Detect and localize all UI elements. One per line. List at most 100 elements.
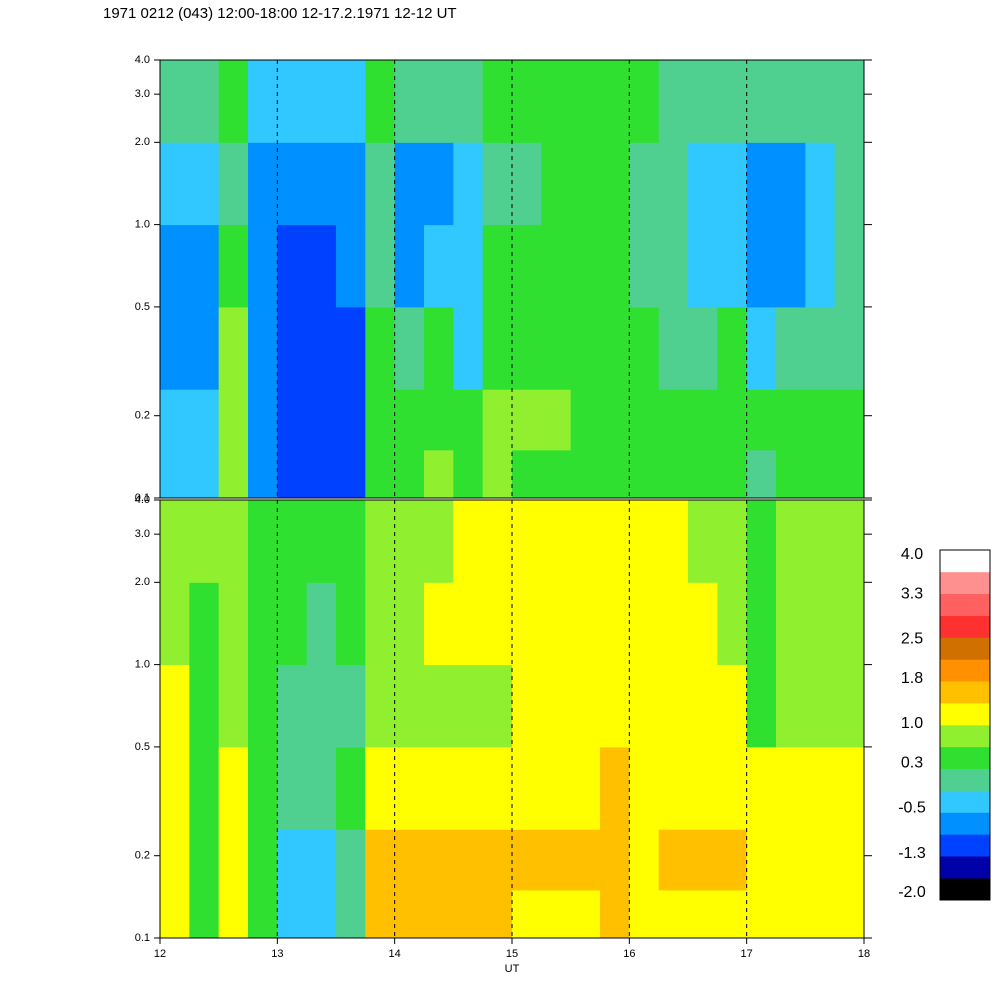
heatmap-cell — [160, 664, 190, 748]
heatmap-cell — [688, 829, 718, 891]
heatmap-cell — [717, 306, 748, 390]
heatmap-cell — [746, 449, 777, 499]
colorbar-frame — [939, 549, 991, 901]
heatmap-cell — [277, 389, 308, 451]
heatmap-cell — [717, 664, 748, 748]
heatmap-cell — [189, 829, 220, 891]
colorbar-band — [940, 593, 990, 616]
heatmap-cell — [600, 889, 630, 939]
colorbar-band — [940, 746, 990, 770]
heatmap-cell — [218, 500, 249, 583]
heatmap-cell — [600, 389, 630, 451]
heatmap-cell — [424, 306, 454, 390]
heatmap-cell — [248, 60, 278, 143]
heatmap-cell — [717, 746, 748, 830]
heatmap-cell — [365, 224, 396, 308]
y-tick-label: 3.0 — [135, 88, 150, 100]
heatmap-cell — [570, 60, 601, 143]
heatmap-cell — [776, 60, 806, 143]
heatmap-cell — [834, 500, 865, 583]
heatmap-cell — [424, 500, 454, 583]
heatmap-cell — [746, 889, 777, 939]
heatmap-cell — [306, 142, 337, 226]
heatmap-cell — [482, 746, 513, 830]
heatmap-cell — [658, 746, 689, 830]
colorbar-tick-label: 0.3 — [901, 755, 923, 772]
heatmap-cell — [277, 224, 308, 308]
heatmap-cell — [629, 306, 660, 390]
heatmap-cell — [688, 889, 718, 939]
colorbar-band — [940, 768, 990, 791]
heatmap-cell — [394, 829, 425, 891]
heatmap-cell — [776, 582, 806, 666]
heatmap-cell — [746, 500, 777, 583]
heatmap-cell — [541, 60, 572, 143]
heatmap-cell — [336, 306, 366, 390]
heatmap-cell — [218, 829, 249, 891]
heatmap-cell — [306, 449, 337, 499]
heatmap-cell — [336, 582, 366, 666]
heatmap-cell — [512, 889, 542, 939]
colorbar-band — [940, 834, 990, 857]
heatmap-cell — [541, 829, 572, 891]
heatmap-cell — [805, 664, 836, 748]
heatmap-cell — [805, 306, 836, 390]
heatmap-cell — [453, 449, 484, 499]
heatmap-cell — [248, 746, 278, 830]
colorbar-band — [940, 615, 990, 638]
heatmap-cell — [629, 664, 660, 748]
y-tick-label: 4.0 — [135, 494, 150, 506]
heatmap-cell — [688, 389, 718, 451]
heatmap-cell — [306, 306, 337, 390]
heatmap-cell — [658, 449, 689, 499]
heatmap-cell — [453, 746, 484, 830]
heatmap-cell — [541, 306, 572, 390]
heatmap-cell — [834, 889, 865, 939]
heatmap-cell — [218, 142, 249, 226]
heatmap-cell — [688, 60, 718, 143]
heatmap-cell — [365, 449, 396, 499]
heatmap-cell — [336, 389, 366, 451]
heatmap-cell — [658, 664, 689, 748]
heatmap-cell — [277, 60, 308, 143]
heatmap-cell — [424, 389, 454, 451]
heatmap-cell — [776, 500, 806, 583]
panel-frame — [159, 59, 865, 499]
heatmap-cell — [805, 500, 836, 583]
heatmap-cell — [570, 142, 601, 226]
heatmap-cell — [248, 889, 278, 939]
heatmap-cell — [482, 306, 513, 390]
heatmap-cell — [629, 889, 660, 939]
heatmap-cell — [512, 306, 542, 390]
colorbar-tick-label: 2.5 — [901, 631, 923, 648]
heatmap-cell — [424, 664, 454, 748]
x-tick-label: 17 — [741, 948, 753, 960]
colorbar-band — [940, 637, 990, 660]
heatmap-cell — [834, 829, 865, 891]
heatmap-cell — [424, 889, 454, 939]
heatmap-cell — [189, 389, 220, 451]
x-tick-label: 14 — [389, 948, 401, 960]
heatmap-cell — [277, 306, 308, 390]
heatmap-cell — [834, 582, 865, 666]
heatmap-cell — [776, 889, 806, 939]
y-tick-label: 1.0 — [135, 659, 150, 671]
heatmap-cell — [218, 889, 249, 939]
heatmap-cell — [658, 500, 689, 583]
heatmap-cell — [482, 449, 513, 499]
heatmap-cell — [365, 389, 396, 451]
heatmap-cell — [512, 224, 542, 308]
heatmap-cell — [688, 224, 718, 308]
heatmap-cell — [600, 664, 630, 748]
heatmap-cell — [541, 746, 572, 830]
heatmap-cell — [776, 664, 806, 748]
colorbar-tick-label: -0.5 — [898, 800, 926, 817]
heatmap-cell — [629, 389, 660, 451]
colorbar-tick-label: 4.0 — [901, 546, 923, 563]
heatmap-cell — [805, 746, 836, 830]
heatmap-cell — [805, 389, 836, 451]
heatmap-cell — [570, 389, 601, 451]
heatmap-cell — [218, 389, 249, 451]
heatmap-cell — [160, 500, 190, 583]
heatmap-cell — [394, 389, 425, 451]
